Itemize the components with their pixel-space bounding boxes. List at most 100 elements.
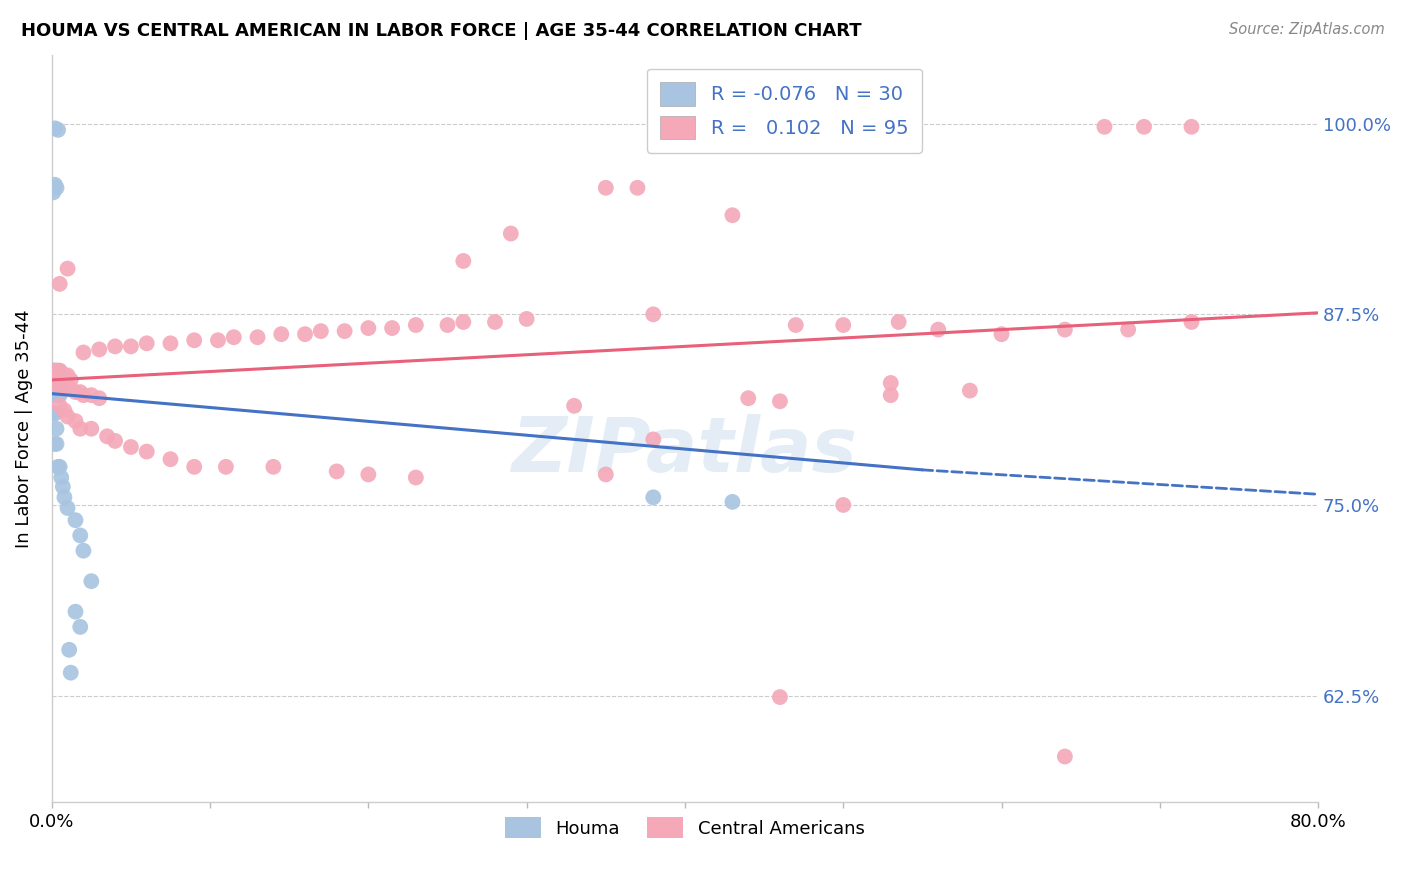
Point [89, 391, 111, 405]
Point [53, 491, 76, 505]
Point [46, 376, 69, 390]
Point [48, 388, 70, 402]
Point [595, 467, 617, 482]
Point [484, 315, 506, 329]
Text: HOUMA VS CENTRAL AMERICAN IN LABOR FORCE | AGE 35-44 CORRELATION CHART: HOUMA VS CENTRAL AMERICAN IN LABOR FORCE… [21, 22, 862, 40]
Point [46, 376, 69, 390]
Point [42, 376, 65, 390]
Point [45, 181, 67, 195]
Point [44, 364, 66, 378]
Point [59, 373, 82, 387]
Point [41, 376, 63, 390]
Point [42, 364, 65, 378]
Point [48, 364, 70, 378]
Point [381, 321, 404, 335]
Point [46, 459, 69, 474]
Point [880, 388, 903, 402]
Point [41, 364, 63, 378]
Point [46, 364, 69, 378]
Point [48, 459, 70, 474]
Point [262, 459, 284, 474]
Point [785, 318, 807, 332]
Point [246, 330, 269, 344]
Point [120, 440, 142, 454]
Point [562, 399, 585, 413]
Point [65, 414, 87, 428]
Point [69, 422, 91, 436]
Point [58, 642, 80, 657]
Point [436, 318, 458, 332]
Point [72, 388, 94, 402]
Point [832, 498, 855, 512]
Point [53, 403, 76, 417]
Point [135, 444, 157, 458]
Point [46, 123, 69, 137]
Point [357, 321, 380, 335]
Point [65, 513, 87, 527]
Text: ZIPatlas: ZIPatlas [512, 414, 858, 488]
Point [1053, 323, 1076, 337]
Point [80, 574, 103, 589]
Point [41, 364, 63, 378]
Point [42, 186, 65, 200]
Y-axis label: In Labor Force | Age 35-44: In Labor Force | Age 35-44 [15, 310, 32, 548]
Point [72, 345, 94, 359]
Point [721, 208, 744, 222]
Point [309, 324, 332, 338]
Point [1180, 120, 1202, 134]
Point [737, 391, 759, 405]
Point [56, 261, 79, 276]
Point [45, 437, 67, 451]
Point [72, 543, 94, 558]
Point [453, 254, 475, 268]
Point [59, 382, 82, 396]
Point [48, 364, 70, 378]
Point [51, 368, 73, 383]
Point [405, 470, 427, 484]
Point [207, 333, 229, 347]
Point [222, 833, 245, 847]
Point [41, 364, 63, 378]
Point [52, 480, 75, 494]
Point [1094, 120, 1116, 134]
Point [53, 368, 76, 383]
Point [1180, 315, 1202, 329]
Point [1116, 323, 1139, 337]
Point [56, 500, 79, 515]
Point [56, 382, 79, 396]
Point [104, 434, 127, 448]
Point [183, 459, 205, 474]
Point [959, 384, 981, 398]
Point [769, 690, 792, 704]
Point [42, 407, 65, 421]
Point [53, 379, 76, 393]
Point [159, 336, 181, 351]
Point [65, 605, 87, 619]
Point [104, 339, 127, 353]
Point [44, 178, 66, 192]
Point [222, 330, 245, 344]
Point [44, 364, 66, 378]
Point [59, 665, 82, 680]
Point [89, 343, 111, 357]
Point [643, 433, 665, 447]
Point [270, 327, 292, 342]
Point [96, 429, 118, 443]
Point [643, 491, 665, 505]
Text: Source: ZipAtlas.com: Source: ZipAtlas.com [1229, 22, 1385, 37]
Point [215, 459, 238, 474]
Point [721, 495, 744, 509]
Point [80, 422, 103, 436]
Point [51, 470, 73, 484]
Point [183, 333, 205, 347]
Point [516, 312, 538, 326]
Point [44, 388, 66, 402]
Point [65, 385, 87, 400]
Point [294, 327, 316, 342]
Point [44, 407, 66, 421]
Point [832, 318, 855, 332]
Point [56, 368, 79, 383]
Point [453, 315, 475, 329]
Point [120, 339, 142, 353]
Point [333, 324, 356, 338]
